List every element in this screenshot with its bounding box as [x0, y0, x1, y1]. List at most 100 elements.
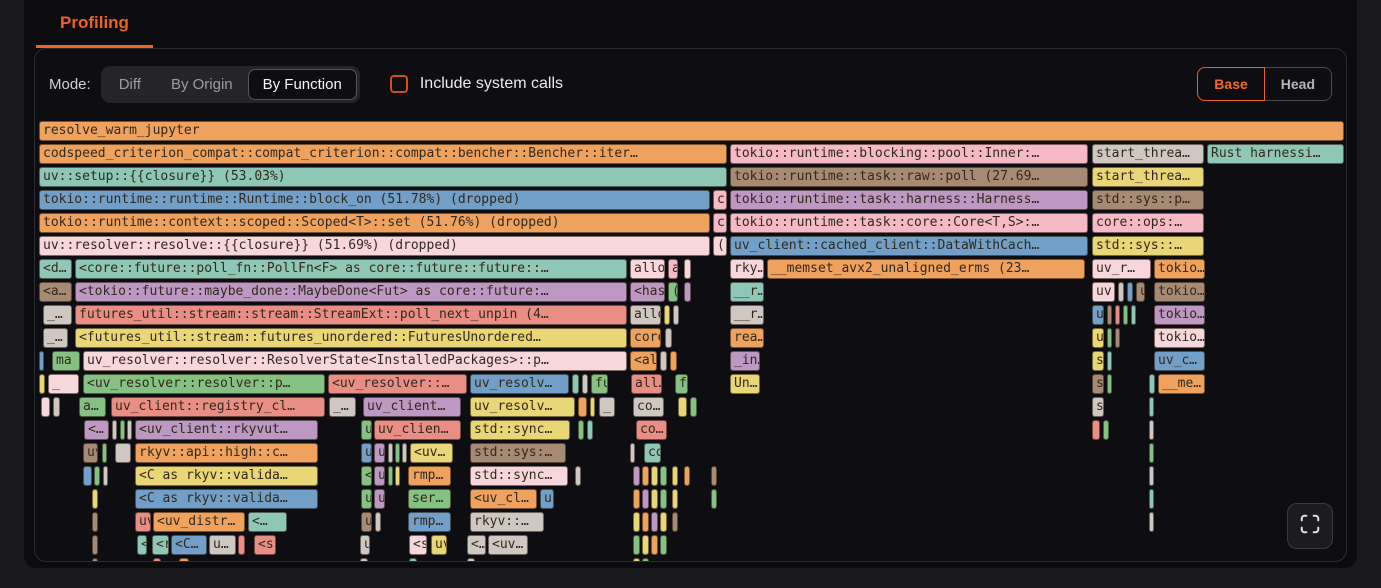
flame-block[interactable]: [1149, 489, 1154, 509]
flame-block[interactable]: [127, 420, 132, 440]
fullscreen-button[interactable]: [1287, 503, 1333, 549]
flame-block[interactable]: _…: [43, 305, 72, 325]
flame-block[interactable]: [673, 305, 679, 325]
flame-block[interactable]: uv: [1092, 282, 1115, 302]
flame-block[interactable]: c: [713, 190, 727, 210]
flame-block[interactable]: [672, 466, 678, 486]
flame-block[interactable]: [664, 305, 670, 325]
flame-block[interactable]: [395, 466, 400, 486]
flame-block[interactable]: core…: [630, 328, 661, 348]
flame-block[interactable]: uv_clien…: [374, 420, 461, 440]
flame-block[interactable]: [1149, 397, 1154, 417]
flame-block[interactable]: [1131, 305, 1136, 325]
flame-block[interactable]: rkyv::api::high::c…: [135, 443, 318, 463]
flame-block[interactable]: [39, 351, 44, 371]
flame-block[interactable]: [642, 558, 649, 561]
flame-block[interactable]: [642, 466, 649, 486]
flame-block[interactable]: uv: [431, 535, 447, 555]
flame-block[interactable]: s: [1092, 351, 1104, 371]
flame-block[interactable]: <: [361, 466, 372, 486]
flame-block[interactable]: [633, 535, 640, 555]
flame-block[interactable]: __memset_avx2_unaligned_erms (23…: [767, 259, 1085, 279]
flame-block[interactable]: c: [713, 213, 727, 233]
flame-block[interactable]: [1107, 351, 1112, 371]
flame-block[interactable]: [590, 397, 595, 417]
flame-block[interactable]: [651, 535, 658, 555]
base-button[interactable]: Base: [1197, 67, 1265, 101]
flame-block[interactable]: [360, 558, 368, 561]
flame-block[interactable]: [115, 443, 131, 463]
flame-block[interactable]: [1127, 282, 1133, 302]
flame-block[interactable]: u: [361, 489, 372, 509]
flame-block[interactable]: tokio::runtime::task::harness::Harness…: [730, 190, 1088, 210]
flame-block[interactable]: u: [361, 443, 372, 463]
flame-block[interactable]: [578, 397, 587, 417]
flame-block[interactable]: [402, 443, 407, 463]
flame-block[interactable]: [375, 512, 381, 532]
flame-block[interactable]: [711, 489, 717, 509]
flame-block[interactable]: uv: [83, 443, 98, 463]
flame-block[interactable]: [112, 420, 117, 440]
flame-block[interactable]: <uv_resolver::…: [328, 374, 467, 394]
flame-block[interactable]: __r…: [730, 305, 764, 325]
flame-block[interactable]: [1149, 420, 1154, 440]
flame-block[interactable]: [395, 443, 400, 463]
flame-block[interactable]: u: [360, 535, 370, 555]
flame-block[interactable]: [660, 466, 667, 486]
flame-block[interactable]: <uv…: [488, 535, 528, 555]
flame-block[interactable]: co…: [633, 397, 664, 417]
flame-block[interactable]: [633, 512, 640, 532]
flame-block[interactable]: rea…: [730, 328, 764, 348]
flame-block[interactable]: [41, 397, 50, 417]
flame-block[interactable]: <s: [254, 535, 276, 555]
flame-block[interactable]: std::sys:…: [470, 443, 566, 463]
flame-block[interactable]: [1118, 282, 1124, 302]
flame-block[interactable]: [684, 259, 691, 279]
flame-block[interactable]: <r: [152, 535, 169, 555]
flame-block[interactable]: [633, 489, 640, 509]
flame-block[interactable]: [587, 420, 593, 440]
mode-button-by-function[interactable]: By Function: [247, 68, 357, 100]
flame-block[interactable]: [1149, 512, 1154, 532]
flame-block[interactable]: <tokio::future::maybe_done::MaybeDone<Fu…: [75, 282, 627, 302]
flame-block[interactable]: uv_client::registry_cl…: [111, 397, 325, 417]
flame-block[interactable]: [690, 397, 697, 417]
flame-block[interactable]: __me…: [1158, 374, 1205, 394]
flame-block[interactable]: uv_resolv…: [470, 374, 569, 394]
flame-block[interactable]: uv_c…: [1154, 351, 1205, 371]
flame-block[interactable]: u: [361, 512, 372, 532]
flame-block[interactable]: __r…: [730, 282, 764, 302]
flame-block[interactable]: futures_util::stream::stream::StreamExt:…: [75, 305, 627, 325]
flame-block[interactable]: [1149, 443, 1154, 463]
flame-block[interactable]: [578, 420, 584, 440]
head-button[interactable]: Head: [1264, 67, 1332, 101]
flame-block[interactable]: uv_client…: [363, 397, 461, 417]
flame-block[interactable]: rkyv::…: [470, 512, 544, 532]
flame-block[interactable]: [238, 535, 245, 555]
flame-block[interactable]: [467, 558, 475, 561]
flame-block[interactable]: [92, 558, 98, 561]
flame-block[interactable]: tokio…: [1154, 328, 1205, 348]
flame-block[interactable]: [711, 466, 717, 486]
flame-block[interactable]: <C as rkyv::valida…: [135, 489, 318, 509]
flame-block[interactable]: [83, 466, 92, 486]
flame-block[interactable]: <: [137, 535, 147, 555]
flame-block[interactable]: std::sys::…: [1092, 236, 1204, 256]
flame-block[interactable]: tokio::runtime::blocking::pool::Inner:…: [730, 144, 1088, 164]
flame-block[interactable]: tokio::runtime::context::scoped::Scoped<…: [39, 213, 710, 233]
flame-block[interactable]: [388, 443, 393, 463]
flame-block[interactable]: <d…: [39, 259, 72, 279]
flame-block[interactable]: [179, 558, 189, 561]
flame-block[interactable]: <uv_resolver::resolver::p…: [83, 374, 325, 394]
flame-block[interactable]: rmp…: [408, 466, 451, 486]
flame-block[interactable]: rmp…: [408, 512, 451, 532]
flame-block[interactable]: s: [1092, 397, 1104, 417]
flame-block[interactable]: u: [374, 466, 385, 486]
flame-block[interactable]: all…: [631, 374, 662, 394]
flame-block[interactable]: <s: [409, 535, 427, 555]
flame-block[interactable]: [1103, 420, 1109, 440]
flame-block[interactable]: [642, 489, 649, 509]
flame-block[interactable]: ser…: [408, 489, 451, 509]
flame-block[interactable]: f: [675, 374, 688, 394]
flame-block[interactable]: uv_client::cached_client::DataWithCach…: [730, 236, 1088, 256]
